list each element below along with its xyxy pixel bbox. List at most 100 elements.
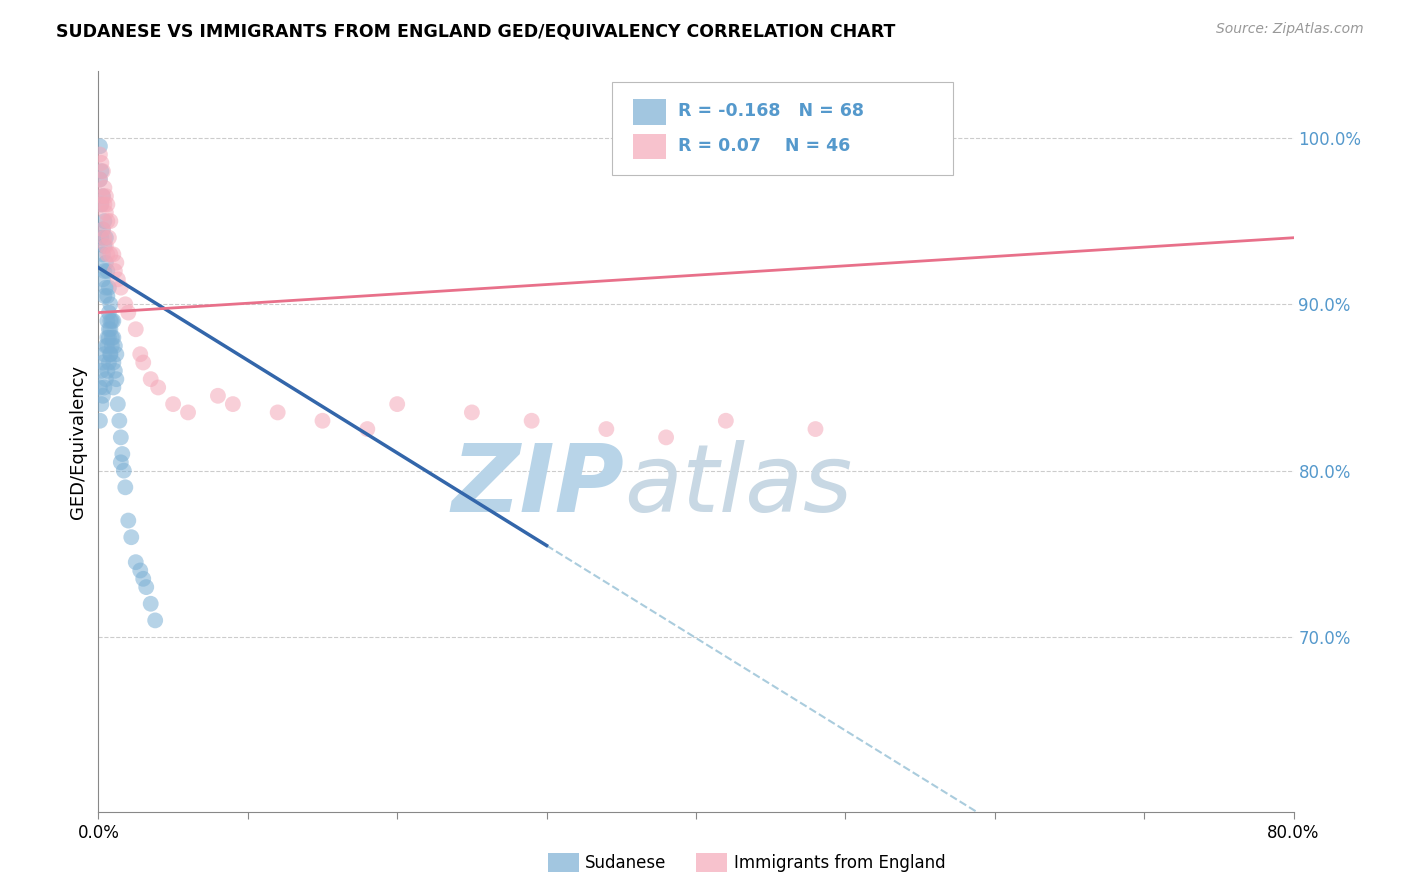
- Point: [97, 322, 120, 336]
- FancyBboxPatch shape: [633, 134, 666, 160]
- Text: atlas: atlas: [624, 441, 852, 532]
- Point: [108, 414, 131, 428]
- Point: [103, 380, 125, 394]
- Point: [595, 422, 617, 436]
- Point: [129, 564, 152, 578]
- Point: [132, 572, 155, 586]
- Point: [96, 264, 118, 278]
- Point: [125, 555, 148, 569]
- Point: [143, 614, 166, 628]
- Point: [98, 322, 122, 336]
- Point: [267, 405, 290, 419]
- Point: [94, 206, 117, 220]
- Point: [93, 239, 115, 253]
- Point: [93, 347, 115, 361]
- Point: [132, 355, 155, 369]
- Point: [90, 364, 112, 378]
- Point: [111, 447, 134, 461]
- Point: [93, 197, 115, 211]
- Point: [96, 314, 118, 328]
- Point: [98, 314, 122, 328]
- Point: [110, 430, 132, 444]
- FancyBboxPatch shape: [633, 99, 666, 125]
- Point: [89, 172, 111, 186]
- Point: [98, 297, 122, 311]
- Point: [101, 330, 124, 344]
- Point: [104, 339, 127, 353]
- Point: [91, 189, 114, 203]
- Point: [129, 347, 152, 361]
- Point: [98, 247, 122, 261]
- Point: [94, 239, 117, 253]
- Point: [139, 597, 162, 611]
- Point: [91, 164, 114, 178]
- Point: [94, 372, 117, 386]
- Point: [461, 405, 484, 419]
- Point: [104, 264, 127, 278]
- Point: [105, 255, 128, 269]
- Point: [107, 272, 129, 286]
- Point: [96, 247, 118, 261]
- Point: [103, 330, 125, 344]
- Point: [97, 355, 120, 369]
- Text: R = 0.07    N = 46: R = 0.07 N = 46: [678, 137, 851, 155]
- Point: [94, 189, 117, 203]
- Point: [222, 397, 245, 411]
- Point: [97, 280, 120, 294]
- Point: [894, 131, 917, 145]
- Point: [91, 189, 114, 203]
- Point: [93, 214, 115, 228]
- Point: [93, 289, 115, 303]
- Point: [97, 305, 120, 319]
- Point: [89, 147, 111, 161]
- Point: [311, 414, 333, 428]
- Point: [93, 181, 115, 195]
- Point: [90, 231, 112, 245]
- Point: [135, 580, 157, 594]
- Point: [91, 222, 114, 236]
- Point: [520, 414, 543, 428]
- Point: [105, 372, 128, 386]
- Point: [177, 405, 200, 419]
- Point: [98, 347, 122, 361]
- Point: [96, 339, 118, 353]
- Text: SUDANESE VS IMMIGRANTS FROM ENGLAND GED/EQUIVALENCY CORRELATION CHART: SUDANESE VS IMMIGRANTS FROM ENGLAND GED/…: [56, 22, 896, 40]
- Point: [103, 314, 125, 328]
- Point: [93, 380, 115, 394]
- Point: [98, 214, 122, 228]
- Point: [94, 280, 117, 294]
- Point: [139, 372, 162, 386]
- Point: [207, 389, 229, 403]
- Point: [120, 530, 142, 544]
- Text: R = -0.168   N = 68: R = -0.168 N = 68: [678, 103, 865, 120]
- Point: [94, 339, 117, 353]
- Point: [94, 255, 117, 269]
- Point: [125, 322, 148, 336]
- Point: [91, 272, 114, 286]
- Point: [93, 231, 115, 245]
- Point: [101, 339, 124, 353]
- Point: [107, 397, 129, 411]
- Point: [114, 480, 136, 494]
- Point: [89, 139, 111, 153]
- Point: [89, 414, 111, 428]
- FancyBboxPatch shape: [613, 82, 953, 175]
- Point: [105, 347, 128, 361]
- Point: [110, 455, 132, 469]
- Point: [804, 422, 827, 436]
- Y-axis label: GED/Equivalency: GED/Equivalency: [69, 365, 87, 518]
- Point: [97, 330, 120, 344]
- Point: [90, 397, 112, 411]
- Point: [114, 297, 136, 311]
- Point: [110, 280, 132, 294]
- Point: [90, 164, 112, 178]
- Point: [97, 231, 120, 245]
- Point: [89, 380, 111, 394]
- Point: [89, 172, 111, 186]
- Point: [96, 197, 118, 211]
- Point: [90, 197, 112, 211]
- Point: [103, 355, 125, 369]
- Point: [714, 414, 737, 428]
- Point: [162, 397, 184, 411]
- Point: [91, 222, 114, 236]
